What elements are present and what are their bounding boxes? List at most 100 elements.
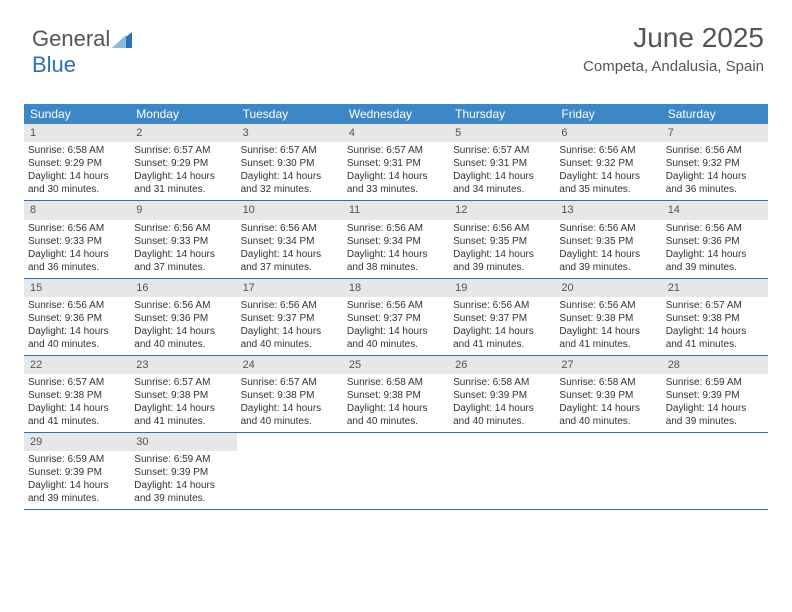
sunset-text: Sunset: 9:30 PM <box>241 157 339 170</box>
day-content: Sunrise: 6:56 AMSunset: 9:32 PMDaylight:… <box>662 142 768 200</box>
day-content: Sunrise: 6:56 AMSunset: 9:32 PMDaylight:… <box>555 142 661 200</box>
day-number: 24 <box>237 356 343 374</box>
sunset-text: Sunset: 9:35 PM <box>559 235 657 248</box>
sunrise-text: Sunrise: 6:56 AM <box>134 299 232 312</box>
day-number: 29 <box>24 433 130 451</box>
day-cell: 13Sunrise: 6:56 AMSunset: 9:35 PMDayligh… <box>555 201 661 277</box>
sunrise-text: Sunrise: 6:56 AM <box>559 299 657 312</box>
day-cell <box>555 433 661 509</box>
day-content: Sunrise: 6:58 AMSunset: 9:29 PMDaylight:… <box>24 142 130 200</box>
location-text: Competa, Andalusia, Spain <box>583 58 764 75</box>
day-cell <box>449 433 555 509</box>
daylight-text: Daylight: 14 hours and 39 minutes. <box>453 248 551 274</box>
day-number: 16 <box>130 279 236 297</box>
day-number: 9 <box>130 201 236 219</box>
day-cell: 8Sunrise: 6:56 AMSunset: 9:33 PMDaylight… <box>24 201 130 277</box>
brand-sail-icon <box>112 32 132 48</box>
sunrise-text: Sunrise: 6:56 AM <box>241 222 339 235</box>
daylight-text: Daylight: 14 hours and 31 minutes. <box>134 170 232 196</box>
daylight-text: Daylight: 14 hours and 37 minutes. <box>134 248 232 274</box>
sunrise-text: Sunrise: 6:56 AM <box>559 222 657 235</box>
sunset-text: Sunset: 9:35 PM <box>453 235 551 248</box>
sunrise-text: Sunrise: 6:57 AM <box>134 144 232 157</box>
day-number: 20 <box>555 279 661 297</box>
day-content: Sunrise: 6:56 AMSunset: 9:38 PMDaylight:… <box>555 297 661 355</box>
day-cell: 5Sunrise: 6:57 AMSunset: 9:31 PMDaylight… <box>449 124 555 200</box>
sunrise-text: Sunrise: 6:56 AM <box>241 299 339 312</box>
day-header: Friday <box>555 104 661 124</box>
daylight-text: Daylight: 14 hours and 39 minutes. <box>666 402 764 428</box>
empty-day <box>555 433 661 451</box>
day-cell: 7Sunrise: 6:56 AMSunset: 9:32 PMDaylight… <box>662 124 768 200</box>
day-header-row: SundayMondayTuesdayWednesdayThursdayFrid… <box>24 104 768 124</box>
sunset-text: Sunset: 9:39 PM <box>453 389 551 402</box>
day-content: Sunrise: 6:56 AMSunset: 9:33 PMDaylight:… <box>130 220 236 278</box>
day-cell: 18Sunrise: 6:56 AMSunset: 9:37 PMDayligh… <box>343 279 449 355</box>
sunrise-text: Sunrise: 6:58 AM <box>28 144 126 157</box>
sunset-text: Sunset: 9:38 PM <box>241 389 339 402</box>
day-cell: 29Sunrise: 6:59 AMSunset: 9:39 PMDayligh… <box>24 433 130 509</box>
day-cell: 11Sunrise: 6:56 AMSunset: 9:34 PMDayligh… <box>343 201 449 277</box>
empty-day <box>343 433 449 451</box>
sunrise-text: Sunrise: 6:57 AM <box>347 144 445 157</box>
sunset-text: Sunset: 9:31 PM <box>453 157 551 170</box>
sunset-text: Sunset: 9:39 PM <box>28 466 126 479</box>
sunset-text: Sunset: 9:37 PM <box>347 312 445 325</box>
day-number: 30 <box>130 433 236 451</box>
daylight-text: Daylight: 14 hours and 36 minutes. <box>666 170 764 196</box>
day-number: 21 <box>662 279 768 297</box>
week-row: 15Sunrise: 6:56 AMSunset: 9:36 PMDayligh… <box>24 279 768 356</box>
day-cell: 20Sunrise: 6:56 AMSunset: 9:38 PMDayligh… <box>555 279 661 355</box>
day-cell: 25Sunrise: 6:58 AMSunset: 9:38 PMDayligh… <box>343 356 449 432</box>
day-cell: 10Sunrise: 6:56 AMSunset: 9:34 PMDayligh… <box>237 201 343 277</box>
sunset-text: Sunset: 9:38 PM <box>347 389 445 402</box>
day-number: 10 <box>237 201 343 219</box>
sunset-text: Sunset: 9:34 PM <box>241 235 339 248</box>
day-cell: 22Sunrise: 6:57 AMSunset: 9:38 PMDayligh… <box>24 356 130 432</box>
day-content: Sunrise: 6:56 AMSunset: 9:35 PMDaylight:… <box>555 220 661 278</box>
day-number: 7 <box>662 124 768 142</box>
sunset-text: Sunset: 9:32 PM <box>666 157 764 170</box>
day-content: Sunrise: 6:57 AMSunset: 9:31 PMDaylight:… <box>449 142 555 200</box>
day-header: Saturday <box>662 104 768 124</box>
sunrise-text: Sunrise: 6:58 AM <box>559 376 657 389</box>
daylight-text: Daylight: 14 hours and 40 minutes. <box>453 402 551 428</box>
sunset-text: Sunset: 9:39 PM <box>666 389 764 402</box>
sunrise-text: Sunrise: 6:57 AM <box>453 144 551 157</box>
sunset-text: Sunset: 9:29 PM <box>28 157 126 170</box>
week-row: 29Sunrise: 6:59 AMSunset: 9:39 PMDayligh… <box>24 433 768 510</box>
day-cell <box>343 433 449 509</box>
daylight-text: Daylight: 14 hours and 39 minutes. <box>666 248 764 274</box>
sunrise-text: Sunrise: 6:58 AM <box>347 376 445 389</box>
day-header: Tuesday <box>237 104 343 124</box>
day-cell: 17Sunrise: 6:56 AMSunset: 9:37 PMDayligh… <box>237 279 343 355</box>
day-number: 25 <box>343 356 449 374</box>
daylight-text: Daylight: 14 hours and 36 minutes. <box>28 248 126 274</box>
sunrise-text: Sunrise: 6:58 AM <box>453 376 551 389</box>
day-content: Sunrise: 6:56 AMSunset: 9:37 PMDaylight:… <box>237 297 343 355</box>
sunrise-text: Sunrise: 6:57 AM <box>241 144 339 157</box>
day-cell: 27Sunrise: 6:58 AMSunset: 9:39 PMDayligh… <box>555 356 661 432</box>
sunset-text: Sunset: 9:31 PM <box>347 157 445 170</box>
sunset-text: Sunset: 9:38 PM <box>134 389 232 402</box>
day-cell: 1Sunrise: 6:58 AMSunset: 9:29 PMDaylight… <box>24 124 130 200</box>
day-content: Sunrise: 6:58 AMSunset: 9:39 PMDaylight:… <box>555 374 661 432</box>
sunset-text: Sunset: 9:38 PM <box>666 312 764 325</box>
day-cell: 30Sunrise: 6:59 AMSunset: 9:39 PMDayligh… <box>130 433 236 509</box>
day-content: Sunrise: 6:59 AMSunset: 9:39 PMDaylight:… <box>130 451 236 509</box>
daylight-text: Daylight: 14 hours and 40 minutes. <box>559 402 657 428</box>
sunrise-text: Sunrise: 6:56 AM <box>134 222 232 235</box>
day-cell: 19Sunrise: 6:56 AMSunset: 9:37 PMDayligh… <box>449 279 555 355</box>
sunset-text: Sunset: 9:37 PM <box>453 312 551 325</box>
day-content: Sunrise: 6:57 AMSunset: 9:31 PMDaylight:… <box>343 142 449 200</box>
day-cell <box>237 433 343 509</box>
daylight-text: Daylight: 14 hours and 39 minutes. <box>559 248 657 274</box>
day-number: 19 <box>449 279 555 297</box>
sunrise-text: Sunrise: 6:57 AM <box>134 376 232 389</box>
daylight-text: Daylight: 14 hours and 30 minutes. <box>28 170 126 196</box>
day-content: Sunrise: 6:56 AMSunset: 9:36 PMDaylight:… <box>24 297 130 355</box>
day-cell: 15Sunrise: 6:56 AMSunset: 9:36 PMDayligh… <box>24 279 130 355</box>
daylight-text: Daylight: 14 hours and 41 minutes. <box>666 325 764 351</box>
day-number: 1 <box>24 124 130 142</box>
daylight-text: Daylight: 14 hours and 39 minutes. <box>134 479 232 505</box>
